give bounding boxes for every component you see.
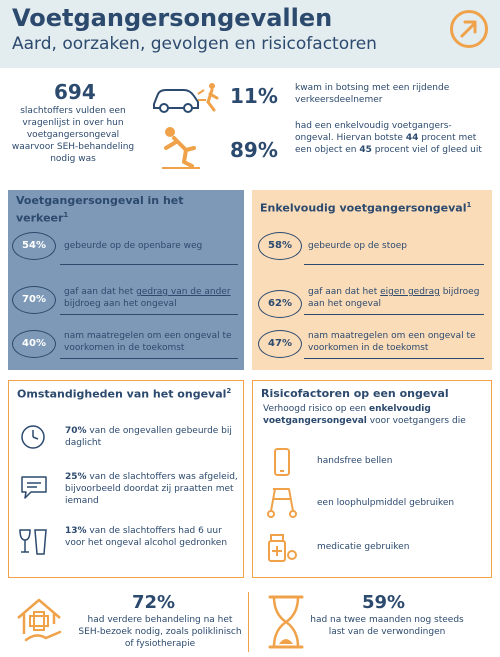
single-stat-text: gebeurde op de stoep: [308, 241, 408, 251]
traffic-stat-text: gaf aan dat het gedrag van de ander bijd…: [64, 287, 231, 309]
page-title: Voetgangersongevallen: [12, 4, 333, 32]
risk-subtitle: Verhoogd risico op een enkelvoudig voetg…: [263, 404, 466, 426]
risk-title: Risicofactoren op een ongeval: [261, 387, 449, 400]
single-stat-circle: 47%: [258, 330, 302, 358]
circumstances-title: Omstandigheden van het ongeval2: [17, 387, 232, 401]
lasting-injury-text: had na twee maanden nog steeds last van …: [310, 615, 464, 637]
single-accident-percentage: 89%: [230, 138, 278, 162]
single-stat-text: nam maatregelen om een ongeval te voorko…: [308, 331, 476, 353]
further-treatment-text: had verdere behandeling na het SEH-bezoe…: [78, 615, 242, 649]
divider: [60, 314, 238, 315]
falling-person-icon: [162, 127, 200, 169]
traffic-stat-circle: 40%: [12, 330, 56, 358]
medication-icon: [268, 534, 297, 562]
single-accident-description: had een enkelvoudig voetgangers-ongeval.…: [295, 121, 482, 155]
traffic-stat-text: nam maatregelen om een ongeval te voorko…: [64, 331, 232, 353]
distraction-stat-text: 25% van de slachtoffers was afgeleid, bi…: [65, 472, 238, 506]
traffic-panel-title: Voetgangersongeval in het verkeer1: [16, 194, 184, 225]
bottom-divider: [248, 592, 249, 652]
chat-icon: [21, 476, 47, 499]
risk-item-text: een loophulpmiddel gebruiken: [317, 498, 455, 508]
divider: [304, 358, 484, 359]
car-collision-icon: [153, 83, 219, 113]
care-icon: [17, 598, 62, 642]
risk-factors-box: Risicofactoren op een ongeval Verhoogd r…: [252, 380, 492, 578]
divider: [304, 264, 484, 265]
traffic-stat-circle: 54%: [12, 232, 56, 260]
clock-icon: [21, 425, 45, 449]
traffic-stat-circle: 70%: [12, 286, 56, 314]
risk-item-text: medicatie gebruiken: [317, 542, 410, 552]
circumstances-box: Omstandigheden van het ongeval2 70% van …: [8, 380, 244, 578]
lasting-injury-percentage: 59%: [362, 592, 406, 613]
respondent-count: 694: [54, 80, 96, 104]
header: Voetgangersongevallen Aard, oorzaken, ge…: [0, 0, 500, 68]
collision-percentage: 11%: [230, 84, 278, 108]
single-stat-circle: 62%: [258, 290, 302, 318]
daylight-stat-text: 70% van de ongevallen gebeurde bij dagli…: [65, 426, 232, 448]
divider: [304, 314, 484, 315]
single-stat-text: gaf aan dat het eigen gedrag bijdroeg aa…: [308, 287, 480, 309]
drinks-icon: [19, 529, 47, 555]
respondent-description: slachtoffers vulden een vragenlijst in o…: [11, 106, 135, 164]
phone-icon: [274, 448, 290, 476]
intro-section: 694 slachtoffers vulden een vragenlijst …: [0, 72, 500, 184]
alcohol-stat-text: 13% van de slachtoffers had 6 uur voor h…: [65, 526, 228, 548]
single-accident-panel: Enkelvoudig voetgangersongeval1 58% gebe…: [252, 190, 492, 370]
traffic-stat-text: gebeurde op de openbare weg: [64, 241, 203, 251]
walker-icon: [267, 488, 297, 518]
collision-description: kwam in botsing met een rijdende verkeer…: [295, 83, 450, 105]
traffic-accident-panel: Voetgangersongeval in het verkeer1 54% g…: [8, 190, 244, 370]
divider: [60, 358, 238, 359]
page-subtitle: Aard, oorzaken, gevolgen en risicofactor…: [12, 34, 377, 54]
further-treatment-percentage: 72%: [132, 592, 176, 613]
hourglass-icon: [268, 595, 304, 649]
arrow-logo-icon: [450, 10, 488, 48]
single-stat-circle: 58%: [258, 232, 302, 260]
risk-item-text: handsfree bellen: [317, 456, 393, 466]
single-panel-title: Enkelvoudig voetgangersongeval1: [260, 201, 472, 215]
divider: [60, 264, 238, 265]
